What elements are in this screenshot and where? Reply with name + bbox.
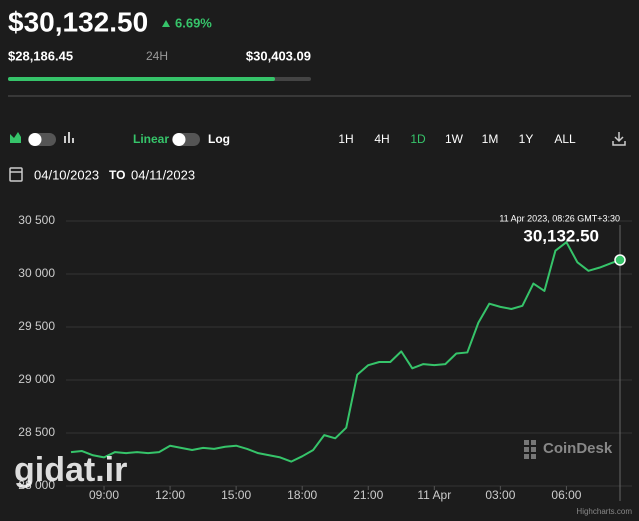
area-icon[interactable] (10, 132, 21, 143)
up-arrow (162, 20, 170, 27)
timeframe-button[interactable]: 1H (338, 132, 353, 146)
y-tick-label: 29 500 (18, 319, 55, 333)
tooltip-header: 11 Apr 2023, 08:26 GMT+3:30 (499, 213, 620, 223)
timeframe-button[interactable]: ALL (554, 132, 576, 146)
scale-toggle[interactable] (172, 133, 200, 146)
timeframe-button[interactable]: 1M (482, 132, 499, 146)
date-from[interactable]: 04/10/2023 (34, 167, 99, 182)
timeframe-button[interactable]: 1D (410, 132, 426, 146)
x-tick-label: 03:00 (485, 488, 515, 502)
hover-marker (614, 254, 626, 266)
chart: 28 000 28 500 29 000 29 500 30 000 30 500 09:0… (18, 213, 632, 502)
timeframe-button[interactable]: 1W (445, 132, 464, 146)
x-tick-label: 18:00 (287, 488, 317, 502)
chart-type-toggle[interactable] (28, 133, 56, 146)
price-change: 6.69% (175, 15, 212, 30)
linear-label[interactable]: Linear (133, 132, 169, 146)
date-to[interactable]: 04/11/2023 (131, 167, 195, 182)
coindesk-logo (524, 440, 536, 459)
y-tick-label: 30 000 (18, 266, 55, 280)
timeframe-button[interactable]: 4H (374, 132, 389, 146)
x-tick-label: 15:00 (221, 488, 251, 502)
y-tick-label: 29 000 (18, 372, 55, 386)
x-tick-label: 09:00 (89, 488, 119, 502)
site-watermark: gidat.ir (14, 451, 127, 489)
timeframes: 1H 4H 1D 1W 1M 1Y ALL (338, 132, 576, 146)
tooltip-value: 30,132.50 (523, 226, 599, 245)
timeframe-button[interactable]: 1Y (519, 132, 534, 146)
price: $30,132.50 (8, 6, 148, 37)
x-tick-label: 11 Apr (417, 488, 451, 502)
range-high: $30,403.09 (246, 48, 311, 63)
calendar-icon[interactable] (9, 167, 23, 182)
bar-icon[interactable] (64, 132, 74, 143)
range-fill (8, 77, 275, 81)
y-tick-label: 30 500 (18, 213, 55, 227)
y-tick-label: 28 000 (18, 478, 55, 492)
x-tick-label: 12:00 (155, 488, 185, 502)
range-period: 24H (146, 49, 168, 63)
price-line (70, 241, 621, 463)
log-label[interactable]: Log (208, 132, 230, 146)
x-tick-label: 06:00 (551, 488, 581, 502)
brand-watermark: CoinDesk (543, 440, 613, 457)
date-to-label: TO (109, 168, 125, 182)
y-tick-label: 28 500 (18, 425, 55, 439)
x-tick-label: 21:00 (353, 488, 383, 502)
download-icon[interactable] (612, 132, 626, 146)
range-low: $28,186.45 (8, 48, 73, 63)
credit: Highcharts.com (576, 507, 632, 516)
